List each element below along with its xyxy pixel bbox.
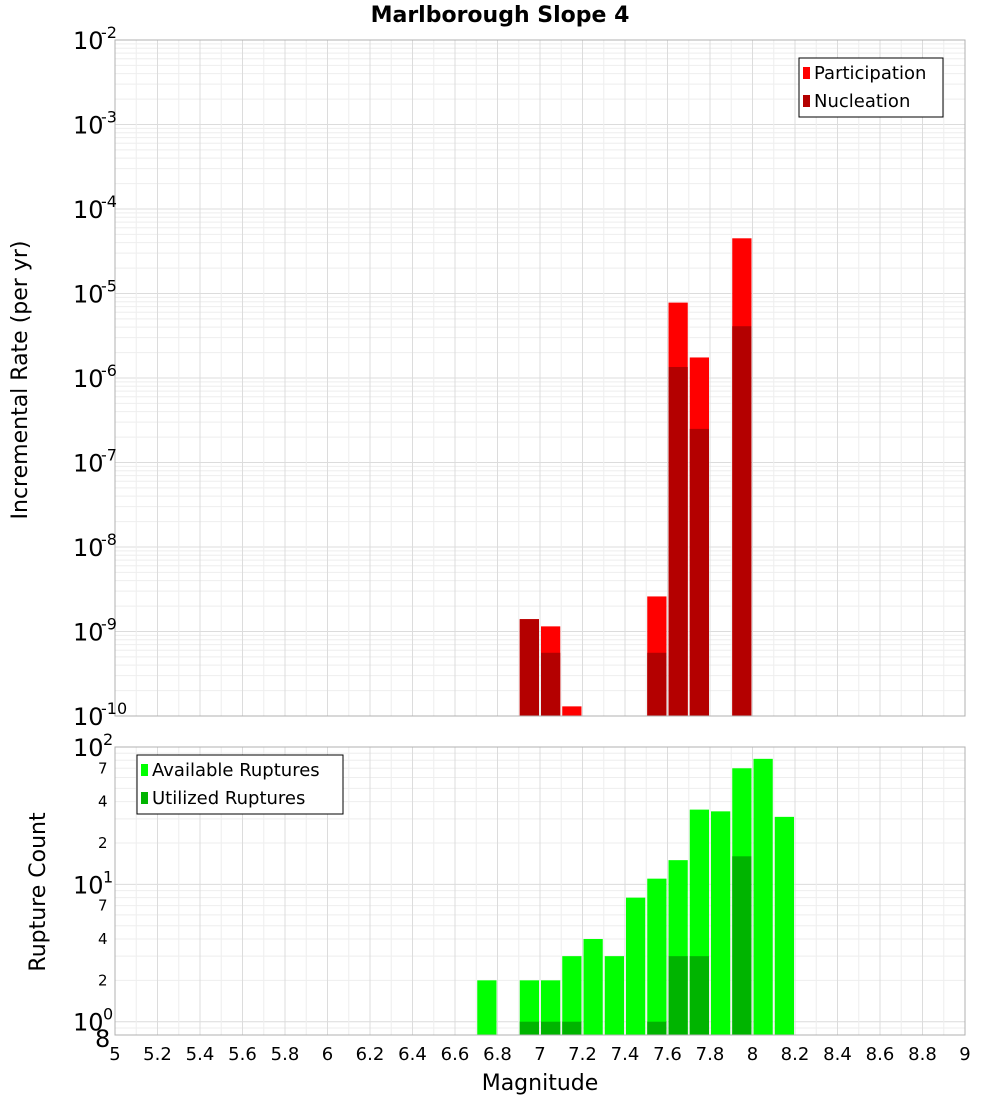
bottom-legend-swatch xyxy=(141,792,148,804)
bottom-bar-available-ruptures xyxy=(519,980,539,1035)
top-y-tick-exponent: -3 xyxy=(101,108,117,127)
top-bar-nucleation xyxy=(541,652,561,716)
bottom-bar-utilized-ruptures xyxy=(519,1021,539,1035)
bottom-y-tick-exponent: 0 xyxy=(103,1005,113,1024)
x-tick-label: 5.8 xyxy=(271,1044,300,1065)
top-y-tick-label: 10 xyxy=(73,534,104,562)
x-tick-label: 6 xyxy=(322,1044,333,1065)
bottom-bar-utilized-ruptures xyxy=(689,956,709,1035)
top-y-tick-exponent: -7 xyxy=(101,446,117,465)
top-bar-nucleation xyxy=(668,366,688,716)
top-y-tick-label: 10 xyxy=(73,619,104,647)
bottom-y-axis-label: Rupture Count xyxy=(26,812,51,972)
bottom-bar-available-ruptures xyxy=(562,956,582,1035)
top-y-tick-exponent: -6 xyxy=(101,361,117,380)
top-legend-swatch xyxy=(803,67,810,79)
bottom-y-tick-label: 10 xyxy=(73,734,104,762)
x-tick-label: 6.6 xyxy=(441,1044,470,1065)
bottom-y-minor-tick-label: 2 xyxy=(98,834,108,852)
top-y-tick-label: 10 xyxy=(73,281,104,309)
top-y-tick-exponent: -4 xyxy=(101,192,117,211)
bottom-y-tick-exponent: 1 xyxy=(103,867,113,886)
bottom-y-minor-tick-label: 7 xyxy=(98,897,108,915)
bottom-y-minor-tick-label: 7 xyxy=(98,759,108,777)
top-plot-area: 10-210-310-410-510-610-710-810-910-10Par… xyxy=(73,23,966,731)
x-tick-label: 8 xyxy=(747,1044,758,1065)
top-legend-label: Participation xyxy=(814,63,926,84)
x-tick-label: 7 xyxy=(534,1044,545,1065)
bottom-y-tick-label: 10 xyxy=(73,1009,104,1037)
bottom-bar-utilized-ruptures xyxy=(732,856,752,1035)
top-bar-nucleation xyxy=(519,619,539,716)
top-bar-nucleation xyxy=(647,652,667,716)
x-tick-label: 8.6 xyxy=(866,1044,895,1065)
bottom-y-minor-tick-label: 2 xyxy=(98,971,108,989)
bottom-bar-available-ruptures xyxy=(626,897,646,1035)
x-tick-label: 5.2 xyxy=(143,1044,172,1065)
bottom-bar-available-ruptures xyxy=(711,811,731,1035)
top-y-tick-exponent: -8 xyxy=(101,530,117,549)
bottom-bar-utilized-ruptures xyxy=(541,1021,561,1035)
bottom-bar-available-ruptures xyxy=(583,939,603,1035)
top-y-tick-label: 10 xyxy=(73,450,104,478)
top-legend-box xyxy=(798,57,944,118)
bottom-bar-available-ruptures xyxy=(604,956,624,1035)
top-y-tick-label: 10 xyxy=(73,27,104,55)
bottom-legend-label: Available Ruptures xyxy=(152,760,320,781)
top-bar-participation xyxy=(562,706,582,716)
top-y-tick-exponent: -5 xyxy=(101,277,117,296)
x-tick-label: 5.6 xyxy=(228,1044,257,1065)
top-legend: Participation Nucleation xyxy=(798,57,944,118)
top-legend-swatch xyxy=(803,95,810,107)
x-tick-label: 7.4 xyxy=(611,1044,640,1065)
top-y-axis-label: Incremental Rate (per yr) xyxy=(8,241,33,520)
x-tick-label: 7.2 xyxy=(568,1044,597,1065)
x-axis-label: Magnitude xyxy=(482,1071,599,1096)
top-y-tick-label: 10 xyxy=(73,196,104,224)
top-y-tick-label: 10 xyxy=(73,112,104,140)
bottom-bar-available-ruptures xyxy=(647,878,667,1035)
top-y-tick-exponent: -10 xyxy=(101,699,127,718)
bottom-y-minor-tick-label: 4 xyxy=(98,793,108,811)
top-bar-nucleation xyxy=(732,326,752,716)
bottom-bar-utilized-ruptures xyxy=(562,1021,582,1035)
x-tick-label: 6.4 xyxy=(398,1044,427,1065)
bottom-legend-label: Utilized Ruptures xyxy=(152,788,305,809)
top-y-tick-label: 10 xyxy=(73,365,104,393)
bottom-plot-frame xyxy=(114,746,966,1036)
bottom-bar-available-ruptures xyxy=(477,980,497,1035)
x-tick-label: 8.4 xyxy=(823,1044,852,1065)
top-y-tick-exponent: -9 xyxy=(101,615,117,634)
x-tick-label: 8.8 xyxy=(908,1044,937,1065)
top-legend-label: Nucleation xyxy=(814,91,910,112)
bottom-bar-available-ruptures xyxy=(541,980,561,1035)
chart-title: Marlborough Slope 4 xyxy=(371,3,630,28)
bottom-legend-swatch xyxy=(141,764,148,776)
top-y-tick-exponent: -2 xyxy=(101,23,117,42)
x-tick-label: 5 xyxy=(109,1044,120,1065)
x-tick-label: 5.4 xyxy=(186,1044,215,1065)
bottom-bar-available-ruptures xyxy=(753,758,773,1035)
bottom-legend: Available Ruptures Utilized Ruptures xyxy=(136,754,344,815)
x-tick-label: 8.2 xyxy=(781,1044,810,1065)
bottom-y-tick-label: 10 xyxy=(73,871,104,899)
top-plot-frame xyxy=(114,39,966,717)
bottom-y-minor-tick-label: 4 xyxy=(98,930,108,948)
bottom-y-tick-exponent: 2 xyxy=(103,730,113,749)
x-tick-label: 7.8 xyxy=(696,1044,725,1065)
x-tick-label: 9 xyxy=(959,1044,970,1065)
top-bar-nucleation xyxy=(689,428,709,716)
x-tick-label: 7.6 xyxy=(653,1044,682,1065)
x-tick-label: 6.8 xyxy=(483,1044,512,1065)
bottom-bar-available-ruptures xyxy=(774,816,794,1035)
bottom-legend-box xyxy=(136,754,344,815)
x-tick-label: 6.2 xyxy=(356,1044,385,1065)
bottom-bar-utilized-ruptures xyxy=(647,1021,667,1035)
bottom-bar-utilized-ruptures xyxy=(668,956,688,1035)
bottom-y-minor-tick-label: 8 xyxy=(95,1025,110,1053)
top-y-tick-label: 10 xyxy=(73,703,104,731)
